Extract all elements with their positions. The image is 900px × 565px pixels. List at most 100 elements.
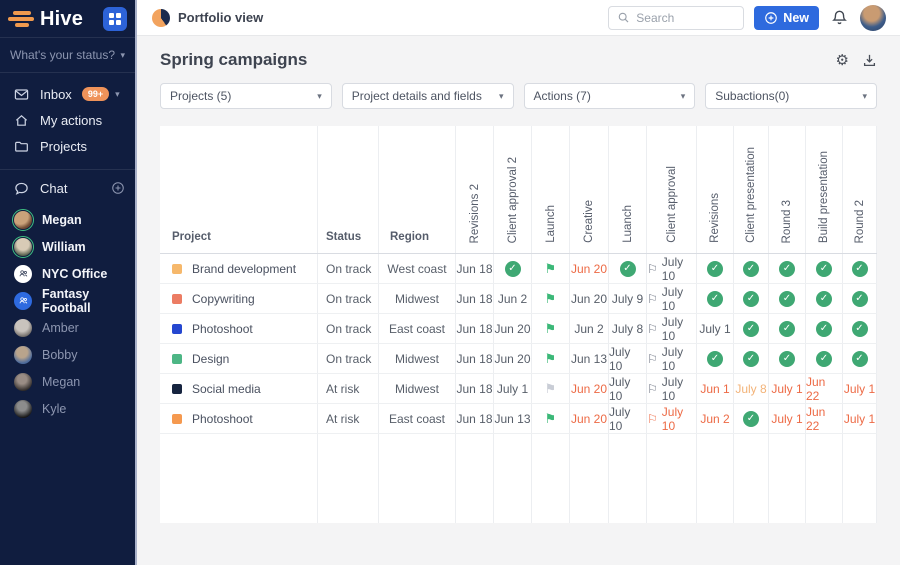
cell-region[interactable]: Midwest bbox=[379, 344, 456, 373]
cell-complete[interactable]: ✓ bbox=[806, 314, 843, 343]
cell-date[interactable]: July 1 bbox=[769, 404, 806, 433]
filter-project-details[interactable]: Project details and fields ▾ bbox=[341, 83, 514, 109]
column-header[interactable]: Client presentation bbox=[734, 126, 769, 253]
cell-complete[interactable]: ✓ bbox=[697, 284, 734, 313]
column-header[interactable]: Client approval 2 bbox=[494, 126, 532, 253]
chat-section-header[interactable]: Chat bbox=[0, 170, 135, 200]
cell-complete[interactable]: ✓ bbox=[734, 284, 769, 313]
cell-region[interactable]: East coast bbox=[379, 404, 456, 433]
new-button[interactable]: New bbox=[754, 5, 819, 30]
search-box[interactable] bbox=[608, 5, 745, 30]
cell-date[interactable]: Jun 20 bbox=[570, 374, 609, 403]
cell-date[interactable]: Jun 20 bbox=[570, 254, 609, 283]
cell-date[interactable]: Jun 22 bbox=[806, 404, 843, 433]
cell-complete[interactable]: ✓ bbox=[843, 284, 877, 313]
cell-date[interactable]: July 1 bbox=[843, 374, 877, 403]
sidebar-item-my-actions[interactable]: My actions bbox=[0, 107, 135, 133]
cell-status[interactable]: On track bbox=[318, 284, 379, 313]
cell-milestone[interactable]: ⚑ bbox=[532, 254, 570, 283]
cell-milestone-date[interactable]: ⚐ July 10 bbox=[647, 314, 697, 343]
status-input[interactable]: What's your status? ▾ bbox=[0, 38, 135, 73]
cell-project-name[interactable]: Photoshoot bbox=[160, 404, 318, 433]
cell-milestone[interactable]: ⚑ bbox=[532, 374, 570, 403]
cell-date[interactable]: Jun 22 bbox=[806, 374, 843, 403]
cell-date[interactable]: Jun 18 bbox=[456, 344, 494, 373]
cell-date[interactable]: Jun 2 bbox=[697, 404, 734, 433]
cell-status[interactable]: On track bbox=[318, 314, 379, 343]
cell-date[interactable]: Jun 13 bbox=[494, 404, 532, 433]
cell-complete[interactable]: ✓ bbox=[769, 344, 806, 373]
cell-date[interactable]: July 8 bbox=[734, 374, 769, 403]
chat-item-megan-2[interactable]: Megan bbox=[0, 368, 135, 395]
cell-complete[interactable]: ✓ bbox=[769, 314, 806, 343]
chat-item-fantasy-football[interactable]: Fantasy Football bbox=[0, 287, 135, 315]
cell-complete[interactable]: ✓ bbox=[697, 254, 734, 283]
cell-complete[interactable]: ✓ bbox=[734, 314, 769, 343]
cell-project-name[interactable]: Brand development bbox=[160, 254, 318, 283]
cell-milestone-date[interactable]: ⚐ July 10 bbox=[647, 374, 697, 403]
cell-project-name[interactable]: Copywriting bbox=[160, 284, 318, 313]
chat-item-kyle[interactable]: Kyle bbox=[0, 395, 135, 422]
cell-date[interactable]: July 1 bbox=[494, 374, 532, 403]
cell-date[interactable]: Jun 20 bbox=[570, 404, 609, 433]
cell-date[interactable]: Jun 2 bbox=[570, 314, 609, 343]
sidebar-item-projects[interactable]: Projects bbox=[0, 133, 135, 159]
notifications-button[interactable] bbox=[829, 7, 850, 28]
cell-date[interactable]: Jun 18 bbox=[456, 314, 494, 343]
cell-milestone[interactable]: ⚑ bbox=[532, 344, 570, 373]
user-avatar[interactable] bbox=[860, 4, 886, 31]
cell-region[interactable]: Midwest bbox=[379, 374, 456, 403]
add-chat-button[interactable] bbox=[111, 181, 125, 195]
cell-complete[interactable]: ✓ bbox=[843, 344, 877, 373]
chat-item-megan[interactable]: Megan bbox=[0, 206, 135, 233]
column-header[interactable]: Launch bbox=[532, 126, 570, 253]
column-header[interactable]: Creative bbox=[570, 126, 609, 253]
cell-date[interactable]: July 1 bbox=[843, 404, 877, 433]
cell-date[interactable]: Jun 18 bbox=[456, 254, 494, 283]
column-header[interactable]: Status bbox=[318, 126, 379, 253]
cell-date[interactable]: Jun 18 bbox=[456, 374, 494, 403]
column-header[interactable]: Region bbox=[379, 126, 456, 253]
column-header[interactable]: Project bbox=[160, 126, 318, 253]
cell-status[interactable]: At risk bbox=[318, 374, 379, 403]
cell-complete[interactable]: ✓ bbox=[609, 254, 647, 283]
cell-milestone[interactable]: ⚑ bbox=[532, 284, 570, 313]
cell-milestone-date[interactable]: ⚐ July 10 bbox=[647, 284, 697, 313]
cell-status[interactable]: On track bbox=[318, 254, 379, 283]
column-header[interactable]: Client approval bbox=[647, 126, 697, 253]
cell-date[interactable]: July 9 bbox=[609, 284, 647, 313]
cell-status[interactable]: On track bbox=[318, 344, 379, 373]
cell-date[interactable]: Jun 18 bbox=[456, 284, 494, 313]
cell-date[interactable]: Jun 18 bbox=[456, 404, 494, 433]
cell-milestone[interactable]: ⚑ bbox=[532, 314, 570, 343]
column-header[interactable]: Build presentation bbox=[806, 126, 843, 253]
cell-date[interactable]: Jun 2 bbox=[494, 284, 532, 313]
cell-date[interactable]: Jun 1 bbox=[697, 374, 734, 403]
chat-item-nyc-office[interactable]: NYC Office bbox=[0, 260, 135, 287]
column-header[interactable]: Round 3 bbox=[769, 126, 806, 253]
sidebar-item-inbox[interactable]: Inbox 99+ ▾ bbox=[0, 81, 135, 107]
cell-region[interactable]: Midwest bbox=[379, 284, 456, 313]
filter-actions[interactable]: Actions (7) ▾ bbox=[523, 83, 696, 109]
cell-complete[interactable]: ✓ bbox=[697, 344, 734, 373]
cell-date[interactable]: July 8 bbox=[609, 314, 647, 343]
cell-region[interactable]: East coast bbox=[379, 314, 456, 343]
column-header[interactable]: Round 2 bbox=[843, 126, 877, 253]
cell-milestone-date[interactable]: ⚐ July 10 bbox=[647, 254, 697, 283]
cell-complete[interactable]: ✓ bbox=[806, 284, 843, 313]
chat-item-william[interactable]: William bbox=[0, 233, 135, 260]
cell-complete[interactable]: ✓ bbox=[734, 254, 769, 283]
column-header[interactable]: Revisions bbox=[697, 126, 734, 253]
column-header[interactable]: Luanch bbox=[609, 126, 647, 253]
cell-date[interactable]: Jun 13 bbox=[570, 344, 609, 373]
cell-complete[interactable]: ✓ bbox=[843, 254, 877, 283]
cell-status[interactable]: At risk bbox=[318, 404, 379, 433]
cell-complete[interactable]: ✓ bbox=[769, 254, 806, 283]
cell-complete[interactable]: ✓ bbox=[734, 404, 769, 433]
cell-date[interactable]: July 1 bbox=[697, 314, 734, 343]
cell-complete[interactable]: ✓ bbox=[806, 254, 843, 283]
cell-milestone-date[interactable]: ⚐ July 10 bbox=[647, 404, 697, 433]
column-header[interactable]: Revisions 2 bbox=[456, 126, 494, 253]
cell-date[interactable]: July 1 bbox=[769, 374, 806, 403]
cell-project-name[interactable]: Social media bbox=[160, 374, 318, 403]
